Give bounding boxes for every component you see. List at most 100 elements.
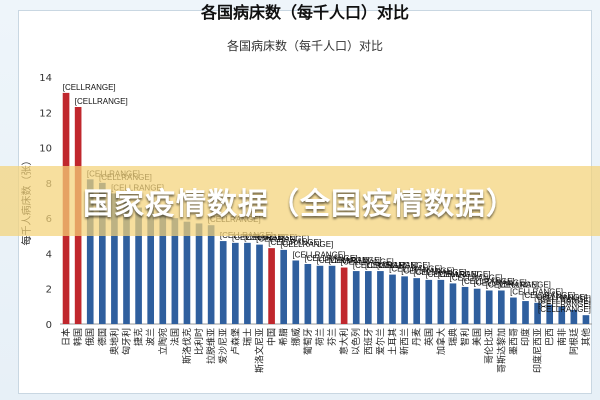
data-label: [CELLRANGE] [510, 288, 563, 297]
bar [111, 193, 118, 324]
x-tick-label: 中国 [266, 328, 278, 346]
x-tick-label: 爱沙尼亚 [218, 328, 229, 364]
y-tick-label: 4 [46, 249, 52, 260]
data-label: [CELLRANGE] [538, 305, 591, 314]
x-tick-label: 印度尼西亚 [532, 328, 544, 373]
bar [437, 279, 445, 324]
bar [461, 286, 469, 324]
x-tick-label: 比利时 [193, 328, 205, 355]
data-label: [CELLRANGE] [538, 296, 591, 305]
bar [292, 260, 300, 324]
x-tick-label: 印度 [520, 328, 532, 346]
x-tick-label: 匈牙利 [121, 328, 133, 355]
bar [316, 265, 324, 324]
x-tick-label: 其他 [580, 328, 592, 346]
x-tick-label: 斯洛伐克 [181, 328, 193, 364]
bar [244, 242, 251, 324]
bar [304, 264, 312, 324]
x-tick-label: 挪威 [290, 328, 302, 346]
data-label: [CELLRANGE] [538, 295, 591, 304]
bar [510, 297, 517, 324]
bar [352, 271, 360, 324]
x-tick-label: 德国 [96, 328, 108, 346]
bar [86, 179, 94, 324]
bar [413, 278, 421, 324]
x-tick-label: 拉脱维亚 [205, 328, 217, 364]
x-tick-label: 斯洛文尼亚 [254, 328, 266, 373]
y-tick-label: 2 [46, 285, 52, 296]
data-label: [CELLRANGE] [462, 277, 515, 286]
bar [231, 242, 239, 324]
y-tick-label: 0 [46, 320, 52, 331]
bar [546, 304, 554, 324]
data-label: [CELLRANGE] [413, 268, 466, 277]
data-label: [CELLRANGE] [538, 300, 591, 309]
x-tick-label: 新西兰 [399, 328, 411, 355]
x-tick-label: 意大利 [338, 328, 350, 355]
x-tick-label: 英国 [423, 328, 435, 346]
x-tick-label: 立陶宛 [157, 328, 169, 355]
bar [425, 279, 433, 324]
chart-title: 各国病床数（每千人口）对比 [226, 39, 383, 53]
bar [268, 248, 275, 324]
bar [123, 200, 130, 324]
bar [135, 207, 142, 324]
x-tick-label: 瑞士 [241, 328, 253, 346]
top-title: 各国病床数（每千人口）对比 [200, 3, 409, 22]
x-tick-label: 葡萄牙 [302, 328, 314, 355]
x-tick-label: 土耳其 [387, 328, 399, 355]
x-tick-label: 韩国 [72, 328, 84, 346]
bar [558, 306, 566, 324]
bar [328, 265, 336, 324]
bar [183, 221, 191, 324]
banner-title: 国家疫情数据（全国疫情数据） [83, 187, 517, 222]
bar [401, 276, 408, 324]
bar [195, 223, 203, 324]
x-tick-label: 日本 [60, 328, 72, 346]
data-label: [CELLRANGE] [425, 270, 478, 279]
bar [534, 302, 541, 324]
x-tick-label: 法国 [169, 328, 181, 346]
data-label: [CELLRANGE] [474, 279, 527, 288]
data-label: [CELLRANGE] [450, 273, 503, 282]
x-tick-label: 奥地利 [108, 328, 120, 355]
data-label: [CELLRANGE] [498, 280, 551, 289]
y-tick-label: 10 [39, 144, 52, 155]
banner: 国家疫情数据（全国疫情数据） [0, 166, 600, 236]
x-tick-label: 哥斯达黎加 [495, 328, 507, 373]
bar [98, 182, 106, 324]
bar [147, 207, 155, 324]
bar [522, 301, 529, 324]
data-label: [CELLRANGE] [401, 266, 454, 275]
data-label: [CELLRANGE] [365, 261, 418, 270]
data-label: [CELLRANGE] [377, 261, 430, 270]
x-tick-label: 阿根廷 [568, 328, 580, 355]
data-label: [CELLRANGE] [280, 240, 333, 249]
data-label: [CELLRANGE] [317, 256, 370, 265]
bar [280, 249, 288, 324]
data-label: [CELLRANGE] [353, 261, 406, 270]
x-tick-label: 南非 [556, 328, 568, 346]
x-tick-label: 哥伦比亚 [483, 328, 495, 364]
data-label: [CELLRANGE] [522, 291, 575, 300]
x-tick-label: 卢森堡 [229, 328, 241, 355]
x-tick-label: 丹麦 [411, 328, 423, 346]
x-tick-label: 波兰 [145, 328, 157, 346]
data-label: [CELLRANGE] [329, 256, 382, 265]
x-tick-label: 芬兰 [326, 328, 338, 346]
bar [340, 267, 348, 324]
bar [256, 244, 263, 324]
bar [171, 218, 179, 324]
x-tick-label: 加拿大 [435, 328, 447, 355]
data-label: [CELLRANGE] [486, 280, 539, 289]
bar [364, 271, 372, 324]
y-tick-label: 12 [39, 108, 52, 119]
data-label: [CELLRANGE] [232, 233, 285, 242]
x-tick-label: 以色列 [350, 328, 362, 355]
bar [219, 241, 227, 324]
x-tick-label: 爱尔兰 [374, 328, 386, 355]
x-tick-label: 捷克 [133, 328, 145, 346]
bar [485, 290, 493, 324]
data-label: [CELLRANGE] [438, 270, 491, 279]
